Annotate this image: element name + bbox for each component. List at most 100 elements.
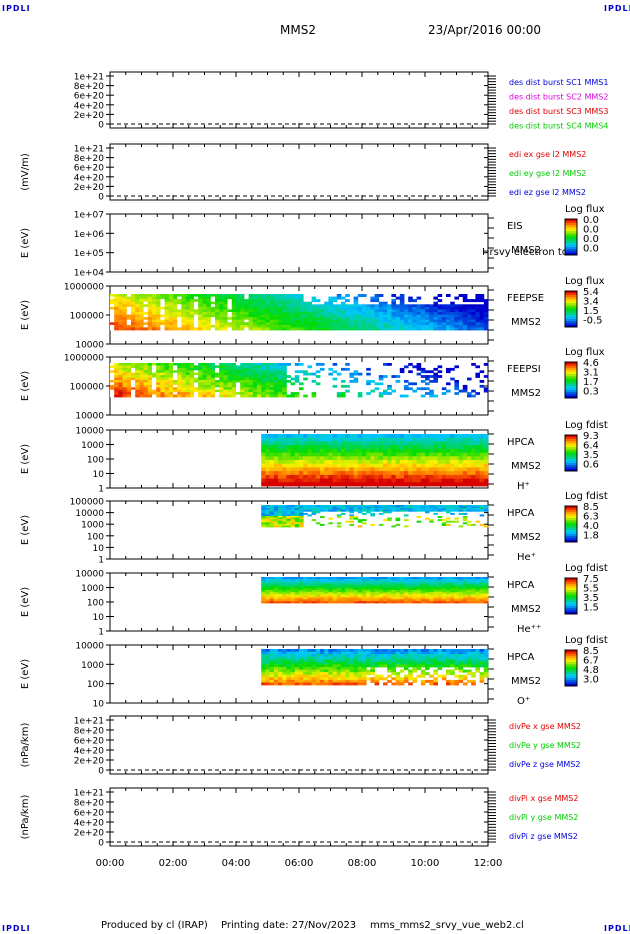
spectro-cell bbox=[311, 656, 317, 660]
spectro-cell bbox=[118, 294, 123, 297]
spectro-cell bbox=[181, 322, 186, 326]
spectro-cell bbox=[450, 301, 455, 305]
spectro-cell bbox=[467, 441, 472, 446]
spectro-cell bbox=[374, 580, 380, 583]
spectro-cell bbox=[425, 511, 430, 514]
spectro-cell bbox=[122, 389, 128, 393]
spectro-cell bbox=[143, 319, 149, 323]
spectro-cell bbox=[324, 471, 329, 476]
spectro-cell bbox=[408, 601, 413, 604]
spectro-cell bbox=[299, 463, 304, 468]
spectro-cell bbox=[412, 322, 417, 326]
spectro-cell bbox=[399, 324, 405, 328]
spectro-cell bbox=[278, 301, 283, 305]
spectro-cell bbox=[185, 327, 191, 331]
spectro-cell bbox=[437, 304, 443, 308]
spectro-cell bbox=[437, 375, 443, 378]
spectro-cell bbox=[303, 306, 308, 310]
spectro-cell bbox=[467, 377, 472, 381]
spectro-cell bbox=[231, 375, 237, 378]
spectro-cell bbox=[282, 460, 287, 465]
spectro-cell bbox=[454, 593, 459, 596]
spectro-cell bbox=[126, 324, 132, 328]
spectro-cell bbox=[458, 508, 464, 511]
spectro-cell bbox=[446, 324, 451, 328]
spectro-cell bbox=[479, 588, 485, 591]
spectro-cell bbox=[168, 367, 174, 371]
spectro-cell bbox=[299, 520, 304, 523]
spectro-cell bbox=[265, 382, 270, 386]
spectro-cell bbox=[299, 441, 304, 446]
spectro-cell bbox=[173, 389, 178, 393]
spectro-cell bbox=[378, 601, 384, 604]
spectro-cell bbox=[328, 661, 333, 665]
spectro-cell bbox=[227, 317, 233, 321]
spectro-cell bbox=[387, 582, 392, 585]
spectro-cell bbox=[425, 506, 430, 509]
spectro-cell bbox=[441, 437, 447, 442]
spectro-cell bbox=[139, 392, 144, 395]
spectro-cell bbox=[294, 522, 300, 525]
spectro-cell bbox=[303, 322, 308, 326]
spectro-cell bbox=[282, 591, 287, 595]
spectro-cell bbox=[307, 478, 312, 483]
spectro-cell bbox=[273, 301, 279, 305]
spectro-cell bbox=[412, 599, 417, 602]
spectro-cell bbox=[353, 588, 359, 591]
spectro-cell bbox=[215, 382, 220, 386]
spectro-cell bbox=[395, 319, 401, 323]
spectro-cell bbox=[475, 299, 480, 303]
spectro-cell bbox=[446, 452, 451, 457]
spectro-cell bbox=[420, 599, 426, 602]
spectro-cell bbox=[265, 505, 270, 507]
y-tick-label: 6e+20 bbox=[74, 164, 105, 174]
spectro-cell bbox=[324, 306, 329, 310]
spectro-cell bbox=[307, 679, 312, 683]
spectro-cell bbox=[147, 319, 153, 323]
spectro-cell bbox=[177, 324, 182, 328]
spectro-cell bbox=[282, 677, 287, 681]
spectro-cell bbox=[219, 382, 224, 386]
spectro-cell bbox=[315, 452, 321, 457]
spectro-cell bbox=[198, 301, 203, 305]
spectro-cell bbox=[420, 509, 426, 512]
spectro-cell bbox=[227, 372, 233, 376]
spectro-cell bbox=[412, 506, 417, 509]
spectro-cell bbox=[122, 309, 128, 313]
spectro-cell bbox=[122, 324, 128, 328]
spectro-cell bbox=[454, 309, 459, 313]
spectro-cell bbox=[152, 322, 157, 326]
spectro-cell bbox=[189, 319, 195, 323]
spectro-cell bbox=[353, 434, 359, 439]
spectro-cell bbox=[404, 509, 409, 512]
spectro-cell bbox=[278, 511, 283, 514]
spectro-cell bbox=[349, 505, 354, 507]
spectro-cell bbox=[399, 591, 405, 595]
spectro-cell bbox=[303, 590, 308, 593]
spectro-cell bbox=[307, 471, 312, 476]
spectro-cell bbox=[286, 512, 291, 515]
spectro-cell bbox=[420, 324, 426, 328]
y-axis-label: E (eV) bbox=[20, 444, 31, 474]
spectro-cell bbox=[425, 319, 430, 323]
spectro-cell bbox=[357, 394, 363, 398]
colorbar-tick-label: 1.7 bbox=[583, 377, 599, 388]
spectro-cell bbox=[202, 301, 207, 305]
spectro-cell bbox=[320, 651, 325, 655]
spectro-cell bbox=[273, 365, 279, 369]
spectro-cell bbox=[273, 593, 279, 596]
spectro-cell bbox=[320, 452, 325, 457]
spectro-cell bbox=[383, 509, 388, 512]
spectro-cell bbox=[399, 588, 405, 591]
spectro-cell bbox=[446, 577, 451, 580]
spectro-cell bbox=[349, 514, 354, 517]
spectro-cell bbox=[483, 474, 489, 479]
spectro-cell bbox=[110, 375, 115, 378]
spectro-cell bbox=[370, 599, 375, 602]
spectro-cell bbox=[475, 317, 480, 321]
spectro-cell bbox=[294, 301, 300, 305]
spectro-cell bbox=[446, 520, 451, 523]
spectro-cell bbox=[336, 677, 342, 681]
spectro-cell bbox=[215, 380, 220, 383]
spectro-cell bbox=[261, 514, 266, 517]
